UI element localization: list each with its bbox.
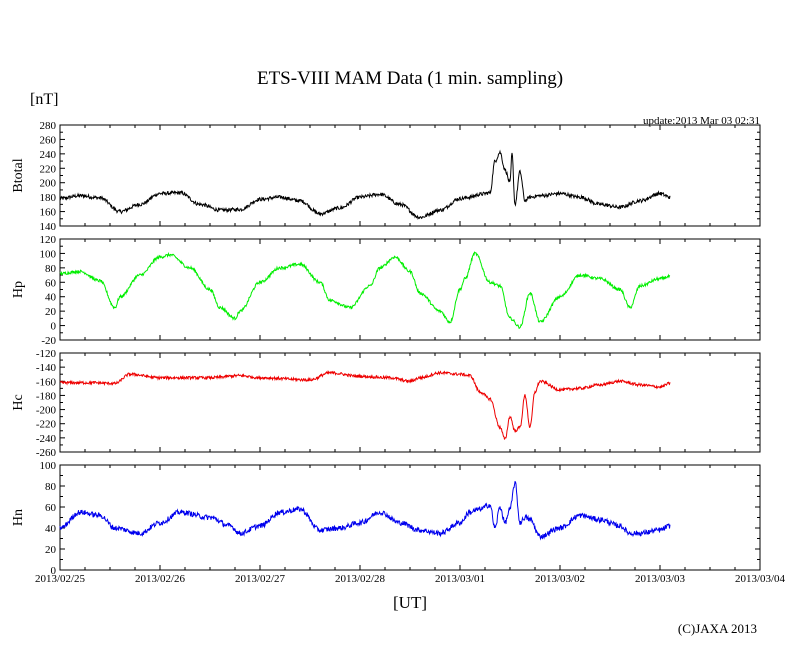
y-tick-label: 160 — [40, 207, 57, 219]
y-tick-label: 80 — [45, 481, 57, 493]
y-tick-label: -120 — [36, 348, 57, 360]
y-tick-label: -240 — [36, 433, 57, 445]
y-tick-label: 200 — [40, 178, 57, 190]
panel-hn: 0 20 40 60 80 100 Hn — [11, 460, 761, 577]
copyright-label: (C)JAXA 2013 — [678, 621, 757, 636]
y-tick-label: 60 — [45, 277, 57, 289]
y-tick-label: 120 — [40, 234, 57, 246]
x-tick-label: 2013/03/01 — [435, 573, 485, 585]
y-tick-label: 60 — [45, 502, 57, 514]
x-axis: 2013/02/25 2013/02/26 2013/02/27 2013/02/28… — [35, 573, 786, 585]
y-tick-label: 80 — [45, 263, 57, 275]
x-tick-label: 2013/02/25 — [35, 573, 86, 585]
y-tick-label: 0 — [51, 321, 57, 333]
x-tick-label: 2013/02/26 — [135, 573, 186, 585]
y-tick-label: -200 — [36, 405, 57, 417]
y-tick-label: 240 — [40, 149, 57, 161]
chart-title: ETS-VIII MAM Data (1 min. sampling) — [257, 68, 563, 89]
y-tick-label: -180 — [36, 390, 57, 402]
y-axis-label: Hn — [11, 509, 26, 526]
y-tick-label: -260 — [36, 447, 57, 459]
panel-hc: -260 -240 -220 -200 -180 -160 -140 -120 Hc — [11, 348, 761, 459]
series-line-hc — [59, 369, 671, 440]
y-tick-label: 40 — [45, 523, 57, 535]
y-tick-label: -160 — [36, 376, 57, 388]
series-line-hp — [59, 251, 671, 329]
y-tick-label: 220 — [40, 163, 57, 175]
panel-frame — [59, 352, 761, 453]
y-tick-label: 20 — [45, 544, 57, 556]
x-tick-label: 2013/03/04 — [735, 573, 786, 585]
panel-frame — [59, 464, 761, 571]
y-tick-label: 180 — [40, 192, 57, 204]
x-tick-label: 2013/03/02 — [535, 573, 585, 585]
y-tick-label: 260 — [40, 134, 57, 146]
y-tick-label: 280 — [40, 120, 57, 132]
y-tick-label: 0 — [51, 565, 57, 577]
x-tick-label: 2013/03/03 — [635, 573, 686, 585]
update-label: update:2013 Mar 03 02:31 — [643, 115, 760, 127]
panel-btotal: 140 160 180 200 220 240 260 280 Btotal — [11, 120, 761, 233]
x-tick-label: 2013/02/28 — [335, 573, 386, 585]
y-tick-label: 100 — [40, 248, 57, 260]
y-tick-label: 140 — [40, 221, 57, 233]
y-axis-label: Hp — [11, 281, 26, 298]
panel-frame — [59, 238, 761, 341]
unit-label: [nT] — [30, 91, 58, 108]
y-tick-label: 100 — [40, 460, 57, 472]
y-tick-label: 20 — [45, 306, 57, 318]
panel-hp: -20 0 20 40 60 80 100 120 Hp — [11, 234, 761, 347]
panels-group: 140160180200220240260280Btotal-200204060… — [11, 120, 761, 577]
y-axis-label: Hc — [11, 394, 26, 410]
panel-frame — [59, 124, 761, 227]
y-tick-label: -20 — [41, 335, 56, 347]
x-axis-label: [UT] — [393, 593, 427, 612]
series-line-btotal — [59, 149, 671, 220]
y-tick-label: 40 — [45, 292, 57, 304]
y-tick-label: -220 — [36, 419, 57, 431]
y-axis-label: Btotal — [11, 158, 26, 192]
series-line-hn — [59, 481, 671, 541]
y-tick-label: -140 — [36, 362, 57, 374]
x-tick-label: 2013/02/27 — [235, 573, 286, 585]
